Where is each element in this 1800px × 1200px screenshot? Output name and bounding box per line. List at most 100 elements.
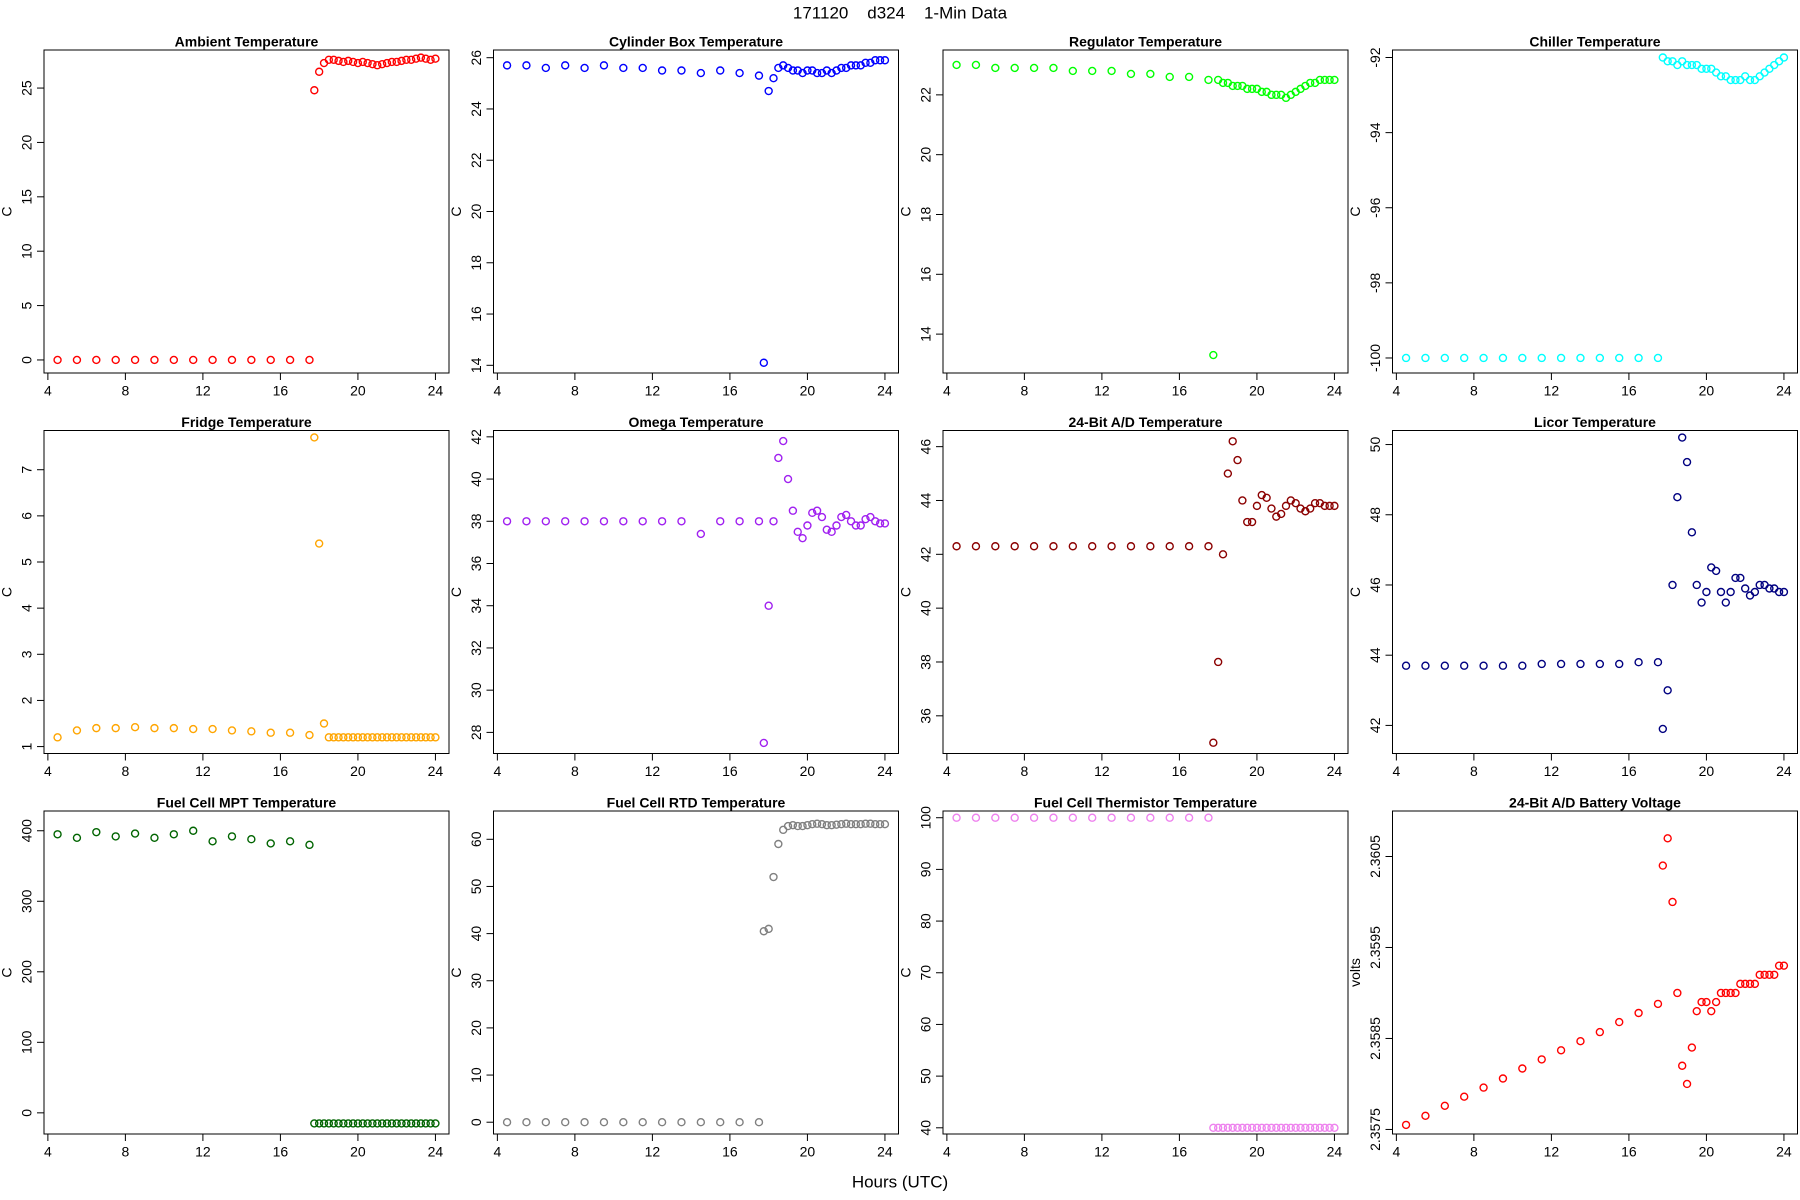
x-tick-label: 4 <box>44 383 52 399</box>
data-point <box>1498 661 1508 670</box>
data-point <box>1750 75 1760 85</box>
data-point <box>832 66 841 75</box>
plot-frame <box>493 49 899 374</box>
data-point <box>580 517 589 526</box>
y-tick-label: -94 <box>1367 122 1383 142</box>
data-point <box>875 820 885 829</box>
data-point <box>1296 1123 1305 1132</box>
x-tick-label: 8 <box>1020 383 1028 399</box>
data-point <box>227 726 237 735</box>
data-point <box>339 57 348 67</box>
data-point <box>1204 542 1213 551</box>
x-tick-label: 8 <box>1020 1144 1028 1160</box>
data-point <box>871 56 880 65</box>
data-point <box>783 821 793 831</box>
y-tick-label: 2 <box>19 696 35 704</box>
data-point <box>285 355 295 365</box>
y-tick-label: 40 <box>918 1120 934 1136</box>
x-tick-label: 24 <box>1327 763 1343 779</box>
y-tick-label: 2.3605 <box>1367 835 1383 878</box>
data-point <box>1440 353 1450 363</box>
data-point <box>344 733 353 742</box>
x-tick-label: 24 <box>1776 1144 1792 1160</box>
data-point <box>764 601 773 610</box>
x-tick-label: 8 <box>571 763 579 779</box>
data-point <box>1663 686 1672 695</box>
data-point <box>402 733 411 742</box>
y-tick-label: -98 <box>1367 273 1383 293</box>
y-tick-label: 15 <box>19 189 35 205</box>
data-point <box>397 56 406 66</box>
panel-title: Ambient Temperature <box>175 34 319 50</box>
data-point <box>387 57 397 67</box>
data-point <box>793 821 802 831</box>
x-tick-label: 24 <box>1776 383 1792 399</box>
data-point <box>130 355 140 365</box>
data-point <box>1088 542 1097 551</box>
data-point <box>368 733 377 742</box>
data-point <box>971 542 981 551</box>
data-point <box>822 66 832 75</box>
data-point <box>1247 84 1257 94</box>
data-point <box>827 68 836 78</box>
plot-frame <box>43 430 450 754</box>
data-point <box>1687 1043 1697 1052</box>
y-tick-label: 0 <box>19 356 35 364</box>
y-tick-label: 25 <box>19 80 35 96</box>
data-point <box>189 826 198 835</box>
data-point <box>416 53 426 62</box>
data-point <box>1653 658 1663 667</box>
data-point <box>502 517 512 526</box>
data-point <box>1243 1123 1252 1132</box>
data-point <box>421 733 430 742</box>
data-point <box>817 68 827 78</box>
data-point <box>1223 469 1233 478</box>
x-tick-label: 12 <box>1094 383 1110 399</box>
y-tick-label: 70 <box>918 965 934 981</box>
data-point <box>1252 501 1262 511</box>
data-point <box>1325 501 1334 511</box>
plot-frame <box>493 810 899 1135</box>
data-point <box>1765 970 1774 979</box>
data-point <box>1740 72 1750 81</box>
x-tick-label: 16 <box>273 1144 289 1160</box>
data-point <box>1068 813 1078 822</box>
data-point <box>827 820 836 830</box>
y-tick-label: 2.3585 <box>1367 1017 1383 1060</box>
data-point <box>812 68 822 78</box>
x-tick-label: 4 <box>943 1144 951 1160</box>
data-point <box>851 521 861 530</box>
data-point <box>72 833 82 842</box>
data-point <box>657 1118 667 1127</box>
x-tick-label: 20 <box>1249 1144 1265 1160</box>
y-tick-label: -96 <box>1367 197 1383 217</box>
data-point <box>1658 861 1668 870</box>
data-point <box>382 58 392 68</box>
data-point <box>1228 1123 1237 1132</box>
data-point <box>1518 661 1527 670</box>
data-point <box>1770 584 1779 593</box>
data-point <box>363 1119 372 1128</box>
data-point <box>130 829 140 838</box>
data-point <box>1537 659 1546 669</box>
data-point <box>358 57 367 67</box>
data-point <box>808 66 817 75</box>
data-point <box>856 61 865 70</box>
y-tick-label: 26 <box>468 50 484 66</box>
data-point <box>1726 988 1735 998</box>
data-point <box>319 719 329 728</box>
data-point <box>1556 353 1566 363</box>
x-tick-label: 12 <box>645 383 661 399</box>
data-point <box>803 66 812 75</box>
data-point <box>1320 501 1329 511</box>
data-point <box>1702 587 1711 597</box>
x-tick-label: 24 <box>877 383 893 399</box>
x-tick-label: 20 <box>800 383 816 399</box>
data-point <box>560 517 570 526</box>
x-tick-label: 4 <box>1392 383 1400 399</box>
data-point <box>769 73 778 83</box>
data-point <box>1126 813 1136 822</box>
data-point <box>1678 433 1687 442</box>
y-tick-label: 20 <box>918 147 934 163</box>
y-axis-label: C <box>1347 206 1363 216</box>
